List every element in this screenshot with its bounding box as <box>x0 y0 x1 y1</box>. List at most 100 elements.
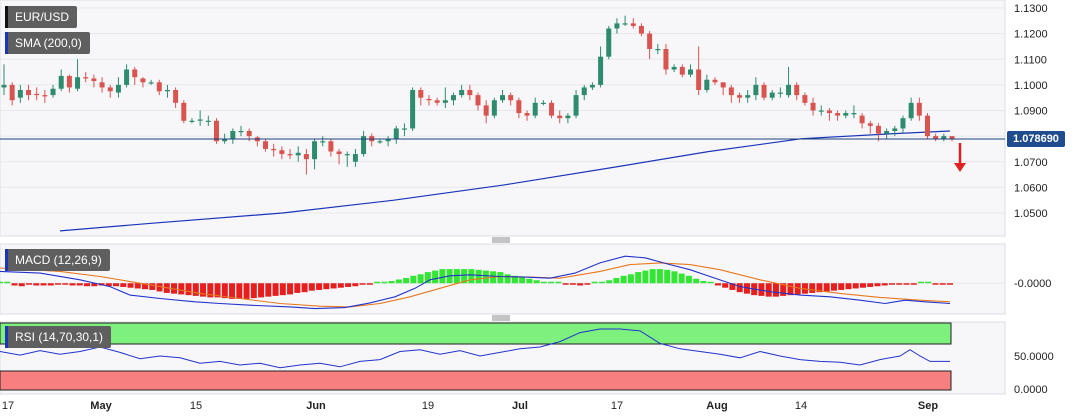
sma-label: SMA (200,0) <box>15 36 82 50</box>
candle-up <box>459 90 465 96</box>
candle-up <box>753 84 759 96</box>
macd-bar-negative <box>910 283 917 285</box>
candles-layer <box>1 15 955 175</box>
macd-bar-negative <box>816 283 823 293</box>
candle-down <box>246 131 252 137</box>
macd-bar-negative <box>47 283 54 286</box>
candle-up <box>50 88 56 96</box>
macd-bar-negative <box>214 283 221 298</box>
macd-bar-negative <box>809 283 816 293</box>
candle-up <box>1 84 7 88</box>
macd-bar-negative <box>294 283 301 293</box>
rsi-tag[interactable]: RSI (14,70,30,1) <box>5 326 112 348</box>
macd-bar-positive <box>678 273 685 284</box>
macd-bar-negative <box>838 283 845 290</box>
sma-tag[interactable]: SMA (200,0) <box>5 32 90 54</box>
candle-up <box>704 79 710 90</box>
candle-down <box>516 100 522 114</box>
candle-up <box>745 95 751 98</box>
macd-bar-positive <box>410 275 417 284</box>
symbol-label: EUR/USD <box>15 10 70 24</box>
macd-bar-negative <box>62 283 69 285</box>
macd-bar-positive <box>700 280 707 284</box>
macd-bar-positive <box>642 270 649 284</box>
candle-up <box>589 84 595 88</box>
candle-up <box>401 128 407 130</box>
macd-tag[interactable]: MACD (12,26,9) <box>5 249 110 271</box>
macd-bar-negative <box>55 283 62 285</box>
macd-bar-positive <box>4 281 11 284</box>
macd-bar-positive <box>482 270 489 284</box>
macd-bar-positive <box>403 278 410 284</box>
macd-bar-positive <box>511 275 518 284</box>
candle-up <box>786 84 792 96</box>
candle-up <box>769 92 775 98</box>
macd-bar-negative <box>758 283 765 296</box>
candle-up <box>361 136 367 155</box>
candle-up <box>908 102 914 119</box>
macd-bar-negative <box>11 283 18 286</box>
price-tick-label: 1.1300 <box>1014 3 1048 15</box>
candle-down <box>557 115 563 119</box>
macd-bar-negative <box>736 283 743 293</box>
macd-bar-negative <box>120 283 127 287</box>
candle-down <box>728 87 734 96</box>
macd-bar-negative <box>265 283 272 297</box>
macd-bar-positive <box>461 269 468 284</box>
candle-up <box>238 131 244 133</box>
macd-bar-positive <box>395 279 402 284</box>
candle-down <box>426 98 432 101</box>
price-tick-label: 1.0600 <box>1014 182 1048 194</box>
candle-down <box>328 141 334 152</box>
macd-bar-negative <box>366 283 373 285</box>
candle-up <box>377 141 383 143</box>
macd-bar-negative <box>352 283 359 287</box>
resize-handle-macd[interactable] <box>492 237 510 243</box>
candle-up <box>655 49 661 51</box>
symbol-tag[interactable]: EUR/USD <box>5 6 78 28</box>
macd-bar-negative <box>221 283 228 299</box>
macd-bar-positive <box>685 275 692 284</box>
resize-handle-rsi[interactable] <box>492 315 510 321</box>
macd-bar-positive <box>424 272 431 284</box>
candle-up <box>75 77 81 89</box>
candle-down <box>508 95 514 101</box>
candle-up <box>532 102 538 116</box>
macd-bar-negative <box>316 283 323 290</box>
macd-bar-positive <box>497 272 504 284</box>
candle-down <box>810 102 816 111</box>
candle-up <box>410 90 416 129</box>
macd-bar-positive <box>635 272 642 284</box>
candle-up <box>565 115 571 119</box>
x-tick-label: Jul <box>512 400 528 412</box>
candle-up <box>189 120 195 122</box>
macd-bar-negative <box>888 283 895 285</box>
candle-up <box>222 138 228 142</box>
macd-bar-negative <box>279 283 286 296</box>
candle-down <box>26 90 32 96</box>
candle-up <box>500 95 506 101</box>
candle-up <box>312 141 318 160</box>
price-tick-label: 1.0700 <box>1014 157 1048 169</box>
candle-down <box>924 115 930 137</box>
rsi-line <box>0 328 950 369</box>
candle-down <box>263 141 269 149</box>
macd-bar-negative <box>236 283 243 299</box>
macd-bar-negative <box>33 283 40 286</box>
macd-bar-positive <box>917 281 924 284</box>
candle-down <box>875 125 881 134</box>
candle-down <box>867 123 873 126</box>
candle-up <box>442 100 448 103</box>
macd-bar-negative <box>330 283 337 289</box>
x-tick-label: 17 <box>611 400 623 412</box>
candle-down <box>475 95 481 106</box>
candle-down <box>42 95 48 97</box>
macd-bar-negative <box>743 283 750 294</box>
candle-down <box>418 90 424 98</box>
candle-up <box>115 84 121 93</box>
candle-down <box>835 113 841 116</box>
macd-bar-negative <box>939 283 946 285</box>
candle-down <box>34 93 40 96</box>
candle-down <box>761 84 767 98</box>
